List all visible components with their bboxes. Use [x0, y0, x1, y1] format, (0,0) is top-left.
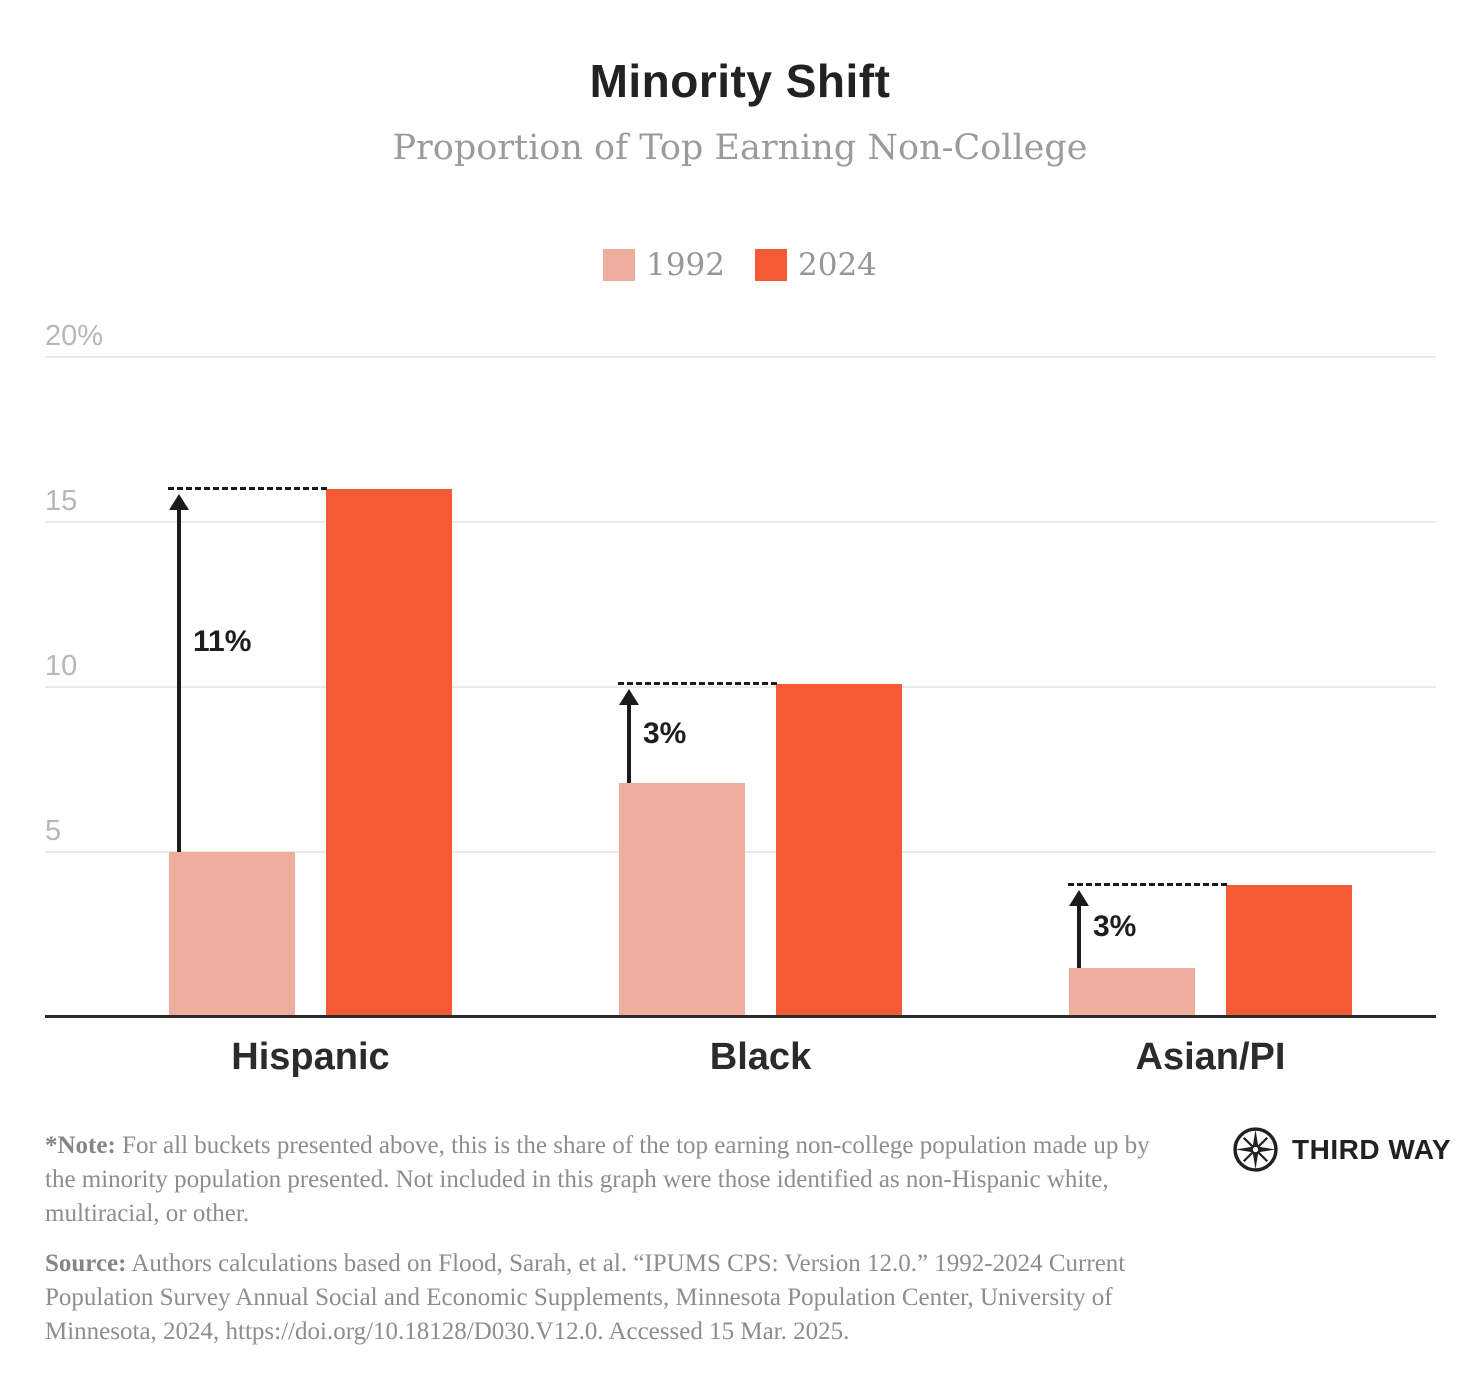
gain-dotted-line-black: [618, 681, 777, 685]
legend-swatch-2024: [755, 249, 787, 281]
ytick-label-5: 5: [45, 815, 62, 847]
gain-label-black: 3%: [643, 717, 687, 751]
source-label: Source:: [45, 1250, 127, 1277]
logo-wordmark: THIRD WAY: [1292, 1133, 1452, 1165]
category-label-asian-pi: Asian/PI: [1135, 1036, 1286, 1078]
ytick-label-10: 10: [45, 650, 78, 682]
gain-arrow-hispanic: [177, 507, 181, 852]
gain-arrow-head-asian-pi: [1069, 890, 1089, 906]
x-axis: [45, 1015, 1436, 1018]
chart-subtitle: Proportion of Top Earning Non-College: [392, 128, 1088, 168]
gridline-15: [45, 521, 1436, 523]
gain-arrow-head-hispanic: [169, 494, 189, 510]
third-way-logo: THIRD WAY: [1232, 1126, 1451, 1173]
legend-swatch-1992: [603, 249, 636, 281]
gridline-10: [45, 686, 1436, 688]
gain-arrow-black: [627, 701, 631, 783]
page-title: Minority Shift: [589, 55, 891, 107]
ytick-label-15: 15: [45, 485, 78, 517]
gridline-20: [45, 356, 1436, 358]
chart-legend: 1992 2024: [0, 247, 1480, 283]
category-label-hispanic: Hispanic: [231, 1036, 390, 1078]
bar-1992-black: [619, 782, 745, 1017]
ytick-label-20: 20%: [45, 320, 104, 352]
category-label-black: Black: [709, 1036, 812, 1078]
note-body: For all buckets presented above, this is…: [45, 1132, 1150, 1227]
bar-1992-asian-pi: [1069, 967, 1195, 1017]
bar-2024-asian-pi: [1226, 885, 1352, 1017]
gain-arrow-head-black: [619, 688, 639, 705]
legend-item-2024: 2024: [755, 247, 877, 283]
legend-label-2024: 2024: [798, 247, 877, 283]
source-text: Source: Authors calculations based on Fl…: [45, 1247, 1170, 1349]
bar-2024-black: [776, 683, 902, 1017]
gain-label-asian-pi: 3%: [1093, 910, 1137, 944]
bar-2024-hispanic: [326, 489, 452, 1017]
legend-item-1992: 1992: [603, 247, 725, 283]
gain-dotted-line-hispanic: [168, 487, 327, 490]
bar-1992-hispanic: [169, 852, 295, 1017]
note-label: *Note:: [45, 1132, 116, 1159]
compass-icon: [1233, 1127, 1278, 1172]
gain-dotted-line-asian-pi: [1068, 883, 1227, 886]
note-text: *Note: For all buckets presented above, …: [45, 1129, 1170, 1231]
gain-label-hispanic: 11%: [193, 624, 252, 658]
gain-arrow-asian-pi: [1077, 903, 1081, 968]
legend-label-1992: 1992: [646, 247, 725, 283]
source-body: Authors calculations based on Flood, Sar…: [45, 1250, 1126, 1345]
